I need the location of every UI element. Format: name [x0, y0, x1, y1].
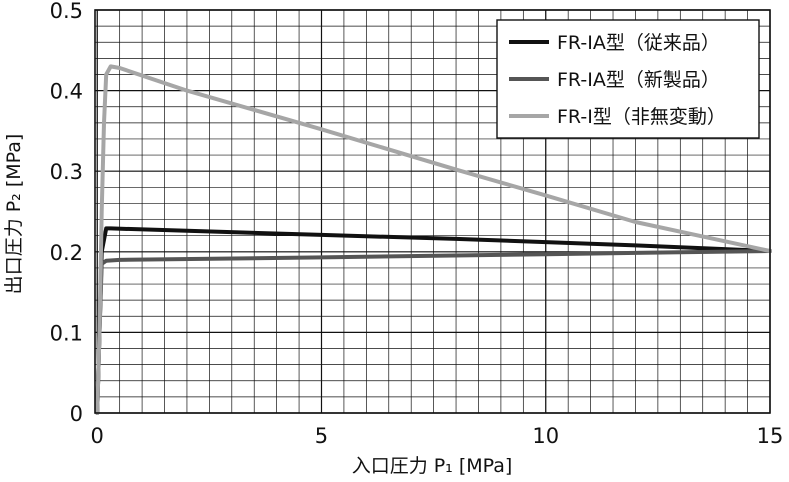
legend-label: FR-IA型（新製品）: [557, 69, 720, 91]
y-axis-label: 出口圧力 P₂ [MPa]: [3, 134, 25, 295]
x-tick-label: 5: [315, 424, 328, 448]
y-tick-label: 0.2: [50, 241, 83, 265]
x-tick-label: 10: [532, 424, 559, 448]
x-axis-label: 入口圧力 P₁ [MPa]: [352, 455, 513, 477]
y-tick-label: 0.3: [50, 160, 83, 184]
series-layer: [95, 64, 772, 415]
x-tick-label: 15: [757, 424, 784, 448]
series-line-3: [95, 64, 772, 415]
y-tick-label: 0: [70, 402, 83, 426]
legend-label: FR-IA型（従来品）: [557, 32, 720, 54]
tick-layer: 0 5 10 15 0 0.1 0.2 0.3 0.4 0.5: [50, 0, 784, 448]
y-tick-label: 0.1: [50, 321, 83, 345]
legend-label: FR-I型（非無変動）: [557, 106, 726, 128]
x-tick-label: 0: [91, 424, 104, 448]
y-tick-label: 0.5: [50, 0, 83, 23]
y-tick-label: 0.4: [50, 80, 83, 104]
plot-frame: [94, 9, 771, 414]
legend: FR-IA型（従来品） FR-IA型（新製品） FR-I型（非無変動）: [496, 19, 760, 139]
